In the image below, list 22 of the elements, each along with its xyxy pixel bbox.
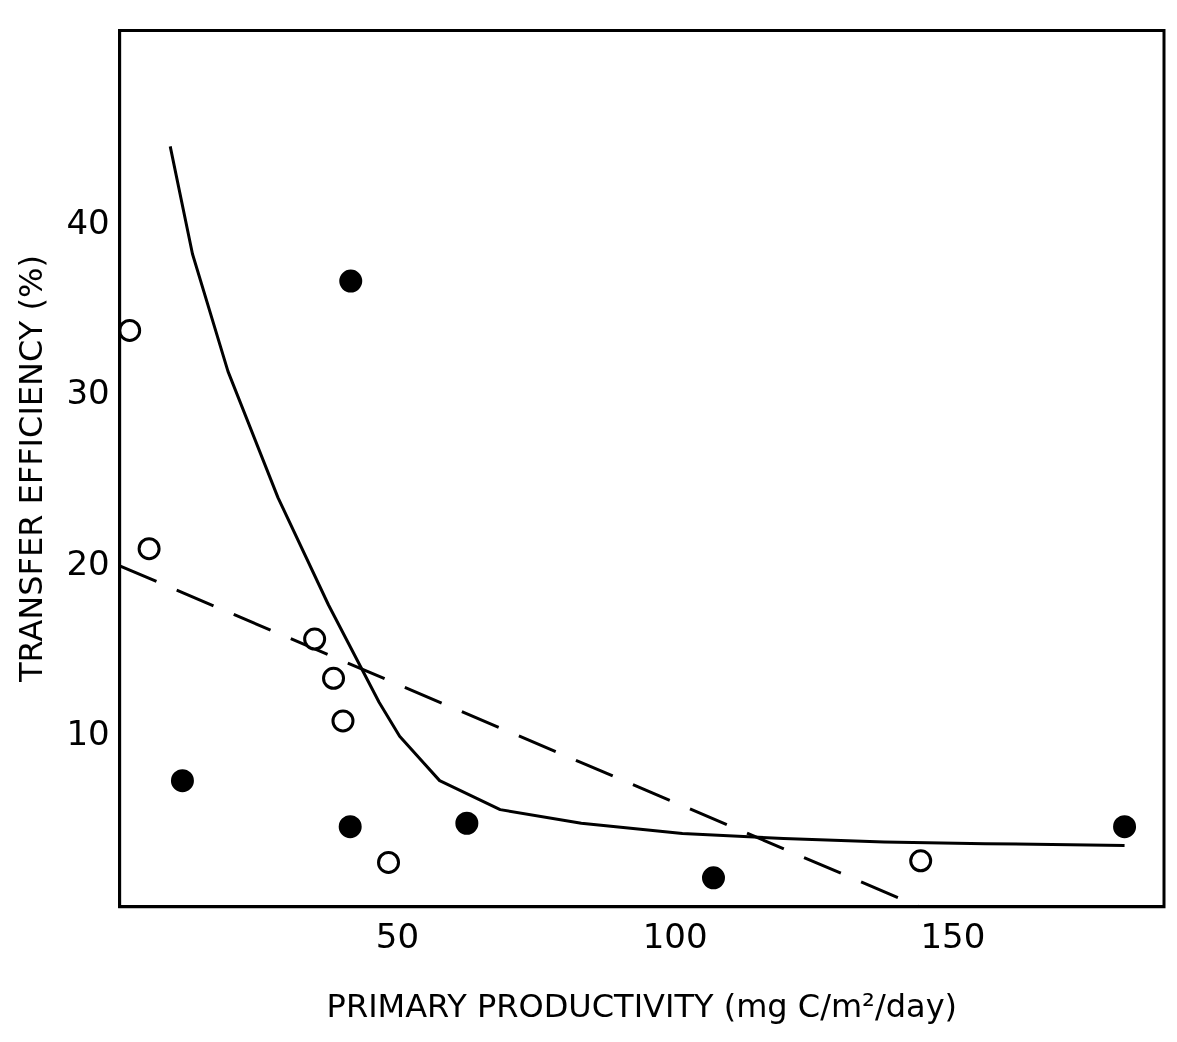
y-tick-label: 40 xyxy=(66,201,110,242)
point xyxy=(1113,815,1137,839)
x-tick-label: 150 xyxy=(920,916,986,957)
x-tick-label: 100 xyxy=(642,916,708,957)
point xyxy=(137,537,161,561)
point xyxy=(909,849,933,873)
point xyxy=(303,627,327,651)
point xyxy=(455,811,479,835)
point xyxy=(170,769,194,793)
y-tick-label: 10 xyxy=(66,713,110,754)
y-tick-label: 30 xyxy=(66,372,110,413)
point xyxy=(338,815,362,839)
point xyxy=(322,666,346,690)
point xyxy=(701,866,725,890)
y-tick-label: 20 xyxy=(66,542,110,583)
point xyxy=(339,269,363,293)
point xyxy=(331,709,355,733)
x-tick-label: 50 xyxy=(375,916,420,957)
y-axis-title: TRANSFER EFFICIENCY (%) xyxy=(11,255,50,684)
x-axis-title: PRIMARY PRODUCTIVITY (mg C/m²/day) xyxy=(326,987,958,1026)
point xyxy=(377,850,401,874)
point xyxy=(119,318,142,342)
